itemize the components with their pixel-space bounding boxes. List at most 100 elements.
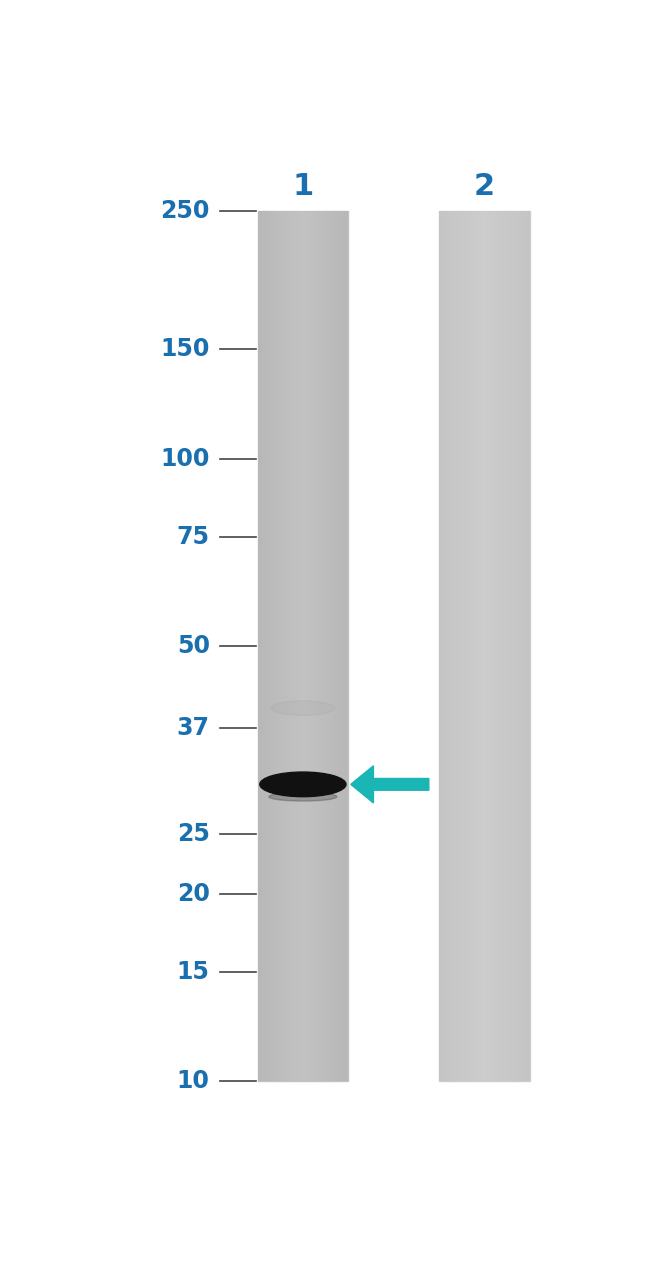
Bar	[506, 211, 507, 1081]
Bar	[497, 211, 498, 1081]
Bar	[488, 211, 489, 1081]
Bar	[456, 211, 457, 1081]
Bar	[465, 211, 466, 1081]
Bar	[274, 211, 276, 1081]
Bar	[519, 211, 521, 1081]
Text: 150: 150	[161, 338, 210, 361]
Bar	[265, 211, 266, 1081]
Bar	[443, 211, 445, 1081]
Bar	[481, 211, 483, 1081]
Bar	[261, 211, 262, 1081]
Bar	[480, 211, 481, 1081]
Bar	[469, 211, 471, 1081]
Bar	[523, 211, 525, 1081]
Bar	[292, 211, 294, 1081]
Bar	[489, 211, 490, 1081]
Bar	[286, 211, 288, 1081]
Text: 25: 25	[177, 822, 210, 846]
Bar	[298, 211, 300, 1081]
Bar	[476, 211, 478, 1081]
Bar	[439, 211, 530, 1081]
Bar	[339, 211, 341, 1081]
Bar	[336, 211, 337, 1081]
Bar	[279, 211, 280, 1081]
Bar	[317, 211, 318, 1081]
Bar	[345, 211, 346, 1081]
Ellipse shape	[260, 772, 346, 796]
Bar	[277, 211, 279, 1081]
Ellipse shape	[269, 792, 337, 801]
Bar	[522, 211, 523, 1081]
Bar	[264, 211, 265, 1081]
Bar	[502, 211, 504, 1081]
Bar	[460, 211, 462, 1081]
Bar	[510, 211, 512, 1081]
Bar	[478, 211, 480, 1081]
Bar	[346, 211, 348, 1081]
Bar	[504, 211, 506, 1081]
Bar	[499, 211, 501, 1081]
Bar	[512, 211, 513, 1081]
Bar	[341, 211, 342, 1081]
Bar	[493, 211, 495, 1081]
Bar	[302, 211, 303, 1081]
Bar	[326, 211, 327, 1081]
Bar	[454, 211, 456, 1081]
Bar	[297, 211, 298, 1081]
Bar	[285, 211, 286, 1081]
Bar	[471, 211, 472, 1081]
Bar	[291, 211, 292, 1081]
Bar	[257, 211, 348, 1081]
Bar	[492, 211, 493, 1081]
Bar	[335, 211, 336, 1081]
Bar	[458, 211, 460, 1081]
Bar	[333, 211, 335, 1081]
Bar	[330, 211, 332, 1081]
Bar	[466, 211, 467, 1081]
Bar	[306, 211, 307, 1081]
Bar	[303, 211, 304, 1081]
Bar	[262, 211, 264, 1081]
Text: 250: 250	[161, 199, 210, 224]
Bar	[344, 211, 345, 1081]
Bar	[259, 211, 261, 1081]
Bar	[513, 211, 515, 1081]
Bar	[463, 211, 465, 1081]
Text: 75: 75	[177, 525, 210, 549]
FancyArrow shape	[351, 766, 429, 803]
Bar	[462, 211, 463, 1081]
Bar	[312, 211, 313, 1081]
Bar	[332, 211, 333, 1081]
Bar	[508, 211, 510, 1081]
Bar	[288, 211, 289, 1081]
Text: 1: 1	[292, 173, 313, 201]
Bar	[313, 211, 315, 1081]
Bar	[457, 211, 458, 1081]
Bar	[442, 211, 443, 1081]
Text: 37: 37	[177, 716, 210, 739]
Bar	[498, 211, 499, 1081]
Text: 15: 15	[177, 960, 210, 984]
Bar	[257, 211, 259, 1081]
Bar	[318, 211, 320, 1081]
Bar	[272, 211, 274, 1081]
Bar	[528, 211, 530, 1081]
Bar	[517, 211, 519, 1081]
Bar	[447, 211, 448, 1081]
Bar	[337, 211, 339, 1081]
Bar	[322, 211, 324, 1081]
Bar	[467, 211, 469, 1081]
Bar	[474, 211, 475, 1081]
Bar	[515, 211, 516, 1081]
Bar	[321, 211, 322, 1081]
Bar	[450, 211, 451, 1081]
Bar	[525, 211, 526, 1081]
Bar	[289, 211, 291, 1081]
Text: 10: 10	[177, 1069, 210, 1093]
Bar	[521, 211, 522, 1081]
Bar	[280, 211, 281, 1081]
Bar	[283, 211, 285, 1081]
Bar	[483, 211, 484, 1081]
Bar	[309, 211, 311, 1081]
Text: 2: 2	[474, 173, 495, 201]
